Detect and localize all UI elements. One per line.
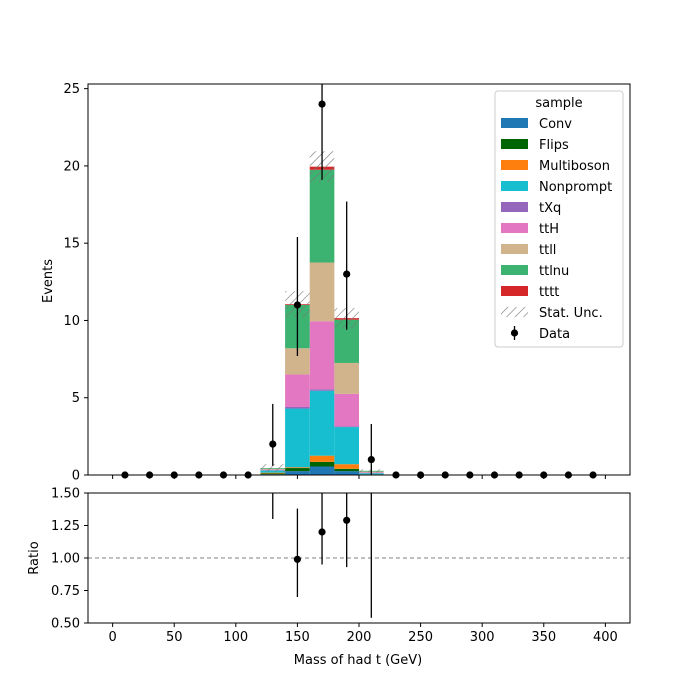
x-tick-label: 350 (531, 630, 556, 645)
legend-swatch-ttll (501, 244, 528, 254)
y-tick-label: 15 (63, 237, 80, 252)
legend-label-multiboson: Multiboson (539, 159, 610, 174)
x-tick-label: 100 (223, 630, 248, 645)
ratio-y-tick-label: 1.25 (51, 519, 80, 534)
bar-nonprompt-bin-3 (334, 427, 359, 465)
legend-label-stat-unc: Stat. Unc. (539, 306, 603, 321)
legend-label-flips: Flips (539, 138, 569, 153)
legend-swatch-multiboson (501, 160, 528, 170)
bar-nonprompt-bin-1 (285, 408, 310, 468)
legend-swatch-stat-unc (501, 307, 528, 317)
y-tick-label: 10 (63, 314, 80, 329)
legend-label-txq: tXq (539, 201, 561, 216)
bar-tth-bin-3 (334, 393, 359, 427)
x-axis-label: Mass of had t (GeV) (294, 653, 422, 668)
legend-label-tth: ttH (539, 222, 559, 237)
legend-data-marker (510, 329, 519, 337)
bar-flips-bin-0 (260, 473, 286, 475)
x-tick-label: 0 (108, 630, 116, 645)
y-tick-label: 25 (63, 82, 80, 97)
bar-multiboson-bin-3 (334, 464, 359, 469)
bar-conv-bin-1 (285, 471, 310, 475)
y-axis-label: Events (41, 259, 56, 303)
bar-multiboson-bin-0 (260, 472, 286, 474)
bar-multiboson-bin-2 (309, 455, 335, 462)
ratio-y-axis-label: Ratio (27, 541, 42, 574)
legend-swatch-flips (501, 139, 528, 149)
data-point (318, 100, 326, 108)
legend-box (494, 90, 624, 348)
y-tick-label: 0 (72, 469, 80, 484)
legend-swatch-tttt (501, 286, 528, 296)
bar-nonprompt-bin-2 (309, 390, 335, 456)
legend-swatch-conv (501, 118, 528, 128)
x-tick-label: 150 (285, 630, 310, 645)
legend-label-nonprompt: Nonprompt (539, 180, 612, 195)
x-tick-label: 200 (347, 630, 372, 645)
bar-txq-bin-1 (285, 407, 310, 409)
ratio-point (318, 528, 326, 536)
ratio-plot-panel: 0.50 0.75 1.00 1.25 1.50 0 50 100 150 200 250 300 35… (51, 487, 631, 645)
bar-txq-bin-3 (334, 426, 359, 428)
bar-ttlnu-bin-2 (309, 169, 335, 263)
stat-unc-band-bin-0 (260, 464, 286, 472)
legend-swatch-nonprompt (501, 181, 528, 191)
legend-label-ttlnu: ttlnu (539, 264, 569, 279)
data-point (367, 455, 375, 464)
ratio-axes-frame (87, 492, 631, 624)
bar-flips-bin-3 (334, 468, 359, 472)
ratio-y-tick-label: 1.50 (51, 487, 80, 502)
data-point (343, 270, 351, 278)
data-point (269, 440, 277, 448)
y-tick-label: 5 (72, 391, 80, 406)
legend-label-tttt: tttt (539, 285, 559, 300)
ratio-point (343, 516, 351, 524)
bar-flips-bin-2 (309, 461, 335, 467)
legend-label-data: Data (539, 327, 570, 342)
legend-swatch-txq (501, 202, 528, 212)
x-tick-label: 50 (166, 630, 183, 645)
legend-title: sample (535, 96, 582, 111)
ratio-y-tick-label: 0.75 (51, 584, 80, 599)
legend-swatch-tth (501, 223, 528, 233)
data-point (293, 301, 302, 309)
legend-swatch-ttlnu (501, 265, 528, 275)
bar-txq-bin-2 (309, 389, 335, 391)
x-tick-label: 250 (408, 630, 433, 645)
ratio-point (293, 555, 302, 563)
legend-label-conv: Conv (539, 117, 572, 132)
x-tick-label: 300 (470, 630, 495, 645)
bar-conv-bin-2 (309, 466, 335, 475)
ratio-y-tick-label: 0.50 (51, 617, 80, 632)
legend-label-ttll: ttll (539, 243, 556, 258)
main-plot-panel: 0 5 10 15 20 25 (63, 82, 631, 484)
bar-conv-bin-3 (334, 471, 359, 475)
legend: sample Conv Flips Multiboson Nonprompt tXq ttH… (494, 90, 624, 348)
y-tick-label: 20 (63, 159, 80, 174)
x-tick-label: 400 (593, 630, 618, 645)
bar-ttll-bin-3 (334, 362, 359, 394)
bar-ttll-bin-2 (309, 262, 335, 322)
bar-tth-bin-2 (309, 321, 335, 390)
ratio-y-tick-label: 1.00 (51, 552, 80, 567)
bar-multiboson-bin-1 (285, 467, 310, 469)
bar-flips-bin-1 (285, 468, 310, 472)
bar-tth-bin-1 (285, 374, 310, 407)
